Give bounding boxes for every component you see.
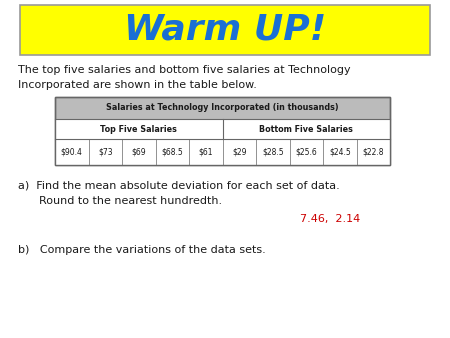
- Text: $73: $73: [98, 147, 112, 156]
- Text: Round to the nearest hundredth.: Round to the nearest hundredth.: [18, 196, 222, 206]
- Text: $90.4: $90.4: [61, 147, 83, 156]
- Text: $61: $61: [198, 147, 213, 156]
- Text: The top five salaries and bottom five salaries at Technology: The top five salaries and bottom five sa…: [18, 65, 351, 75]
- Text: $28.5: $28.5: [262, 147, 284, 156]
- Bar: [55, 119, 390, 139]
- Text: $22.8: $22.8: [363, 147, 384, 156]
- Bar: [55, 97, 390, 165]
- Text: b)   Compare the variations of the data sets.: b) Compare the variations of the data se…: [18, 245, 266, 255]
- Bar: [55, 139, 390, 165]
- Text: $25.6: $25.6: [295, 147, 317, 156]
- Text: 7.46,  2.14: 7.46, 2.14: [300, 214, 360, 224]
- Bar: [55, 97, 390, 165]
- Text: a)  Find the mean absolute deviation for each set of data.: a) Find the mean absolute deviation for …: [18, 180, 340, 190]
- Text: Salaries at Technology Incorporated (in thousands): Salaries at Technology Incorporated (in …: [106, 103, 339, 113]
- Text: Top Five Salaries: Top Five Salaries: [100, 124, 177, 134]
- Text: Bottom Five Salaries: Bottom Five Salaries: [259, 124, 353, 134]
- Text: Incorporated are shown in the table below.: Incorporated are shown in the table belo…: [18, 80, 257, 90]
- Text: $29: $29: [232, 147, 247, 156]
- Bar: [20, 5, 430, 55]
- Text: $68.5: $68.5: [162, 147, 183, 156]
- Text: Warm UP!: Warm UP!: [124, 13, 326, 47]
- Text: $24.5: $24.5: [329, 147, 351, 156]
- Text: $69: $69: [131, 147, 146, 156]
